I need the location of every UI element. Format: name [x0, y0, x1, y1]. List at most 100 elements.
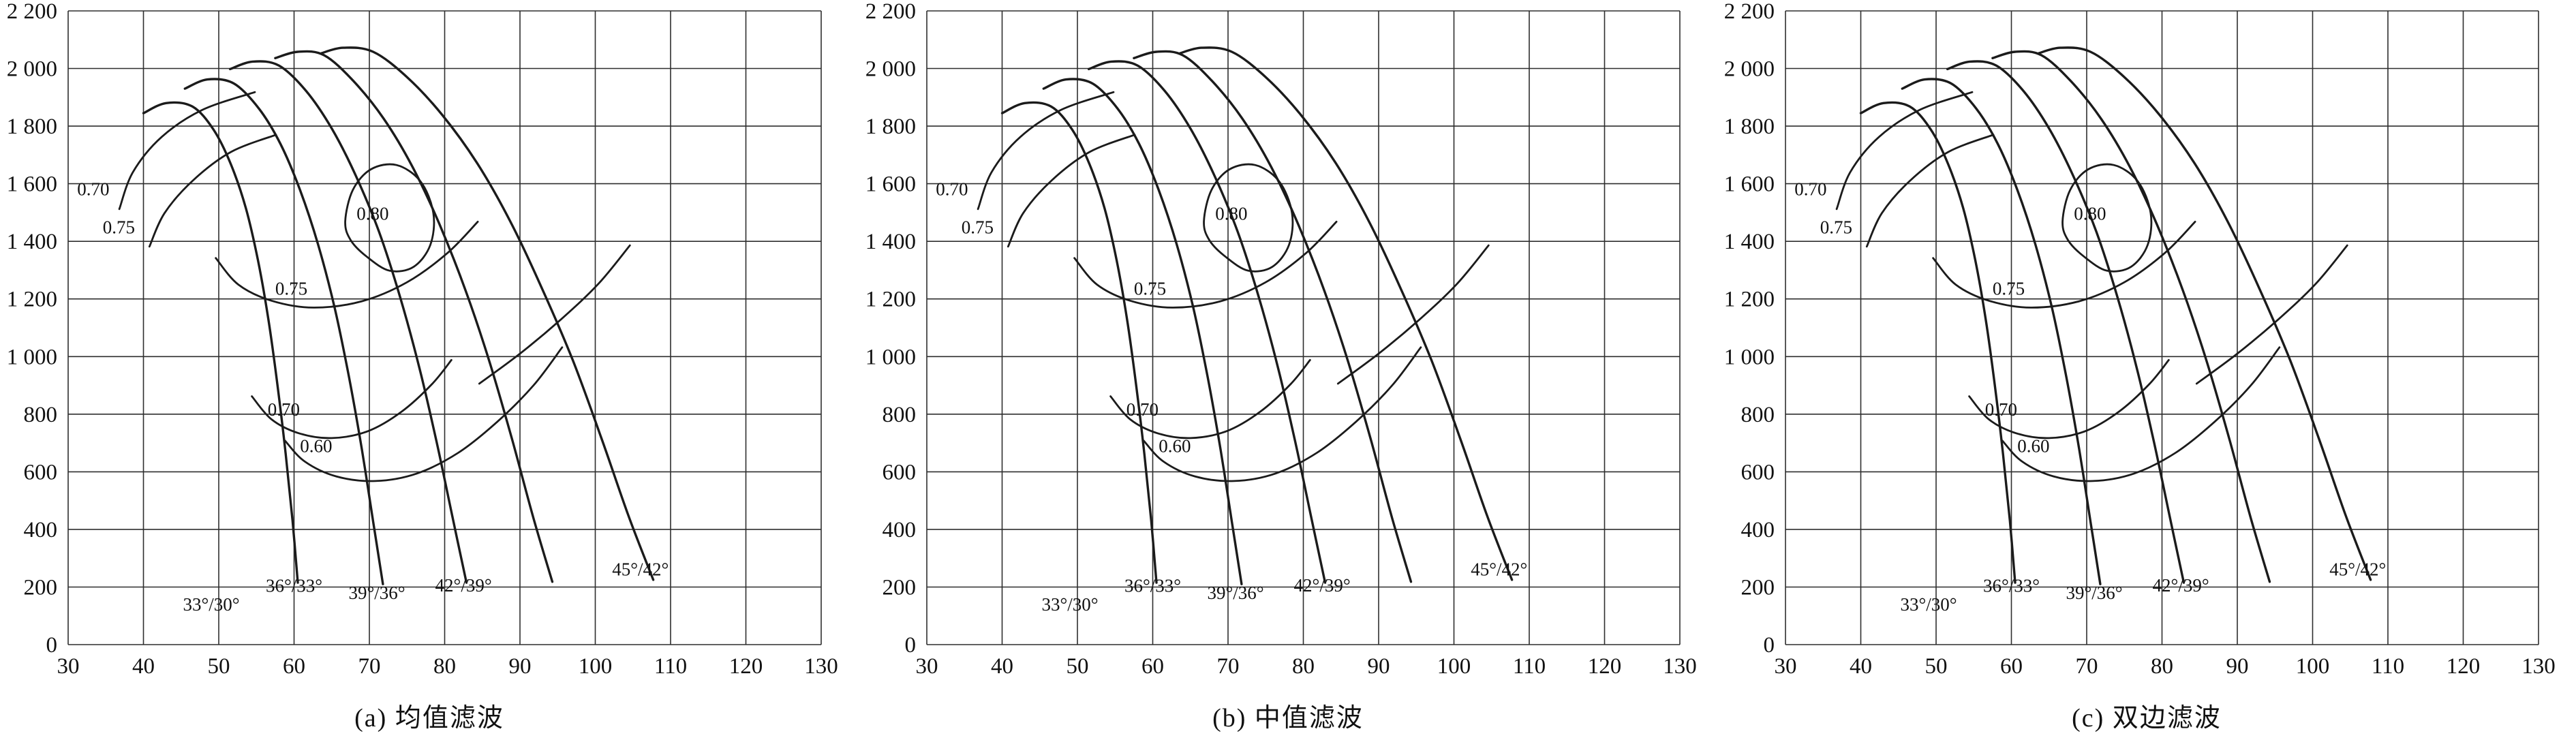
blade-angle-label: 36°/33°	[1983, 576, 2040, 596]
x-tick-label: 110	[1513, 654, 1546, 679]
blade-angle-label: 39°/36°	[2066, 583, 2122, 603]
x-tick-label: 130	[804, 654, 838, 679]
y-tick-label: 1 600	[7, 172, 57, 197]
blade-angle-label: 33°/30°	[183, 594, 239, 615]
blade-angle-curve-45-42	[319, 46, 655, 581]
blade-angle-label: 45°/42°	[1471, 559, 1527, 580]
efficiency-label: 0.75	[1134, 278, 1166, 298]
blade-angle-label: 36°/33°	[1124, 576, 1181, 596]
y-tick-label: 1 000	[865, 345, 916, 369]
chart-caption-b: (b) 中值滤波	[1212, 704, 1364, 733]
blade-angle-curve-33-30	[1859, 101, 2017, 584]
blade-angle-label: 39°/36°	[1207, 583, 1263, 603]
y-tick-label: 1 400	[7, 230, 57, 254]
efficiency-label: 0.60	[2017, 436, 2049, 457]
y-tick-label: 1 000	[1724, 345, 1775, 369]
x-tick-label: 30	[916, 654, 938, 679]
efficiency-contour-0-80	[344, 163, 435, 273]
y-tick-label: 400	[883, 518, 917, 542]
x-tick-label: 50	[208, 654, 230, 679]
efficiency-label: 0.70	[1126, 399, 1159, 420]
chart-panel-b: 30 40 50 60 70 80 90 100 110 120 130 0 200 400 600 800 1…	[859, 0, 1717, 755]
y-tick-label: 1 600	[865, 172, 916, 197]
efficiency-label: 0.70	[77, 179, 109, 200]
efficiency-label: 0.75	[275, 278, 307, 298]
efficiency-contour-arc	[1336, 244, 1490, 385]
efficiency-contour-0-70	[977, 91, 1115, 211]
efficiency-contour-0-70	[1835, 91, 1974, 211]
blade-angle-curve-33-30	[142, 101, 299, 584]
efficiency-contour-0-80	[2061, 163, 2153, 273]
efficiency-label: 0.75	[1993, 278, 2025, 298]
y-tick-label: 800	[24, 403, 58, 427]
x-tick-label: 40	[991, 654, 1013, 679]
grid-lines	[926, 10, 1681, 645]
x-tick-label: 110	[654, 654, 687, 679]
y-tick-label: 800	[1741, 403, 1775, 427]
y-tick-label: 0	[1764, 633, 1775, 658]
efficiency-contour-arc	[2195, 244, 2348, 385]
x-tick-label: 80	[2151, 654, 2173, 679]
efficiency-label: 0.70	[1794, 179, 1826, 200]
efficiency-contour-0-75	[1865, 134, 1995, 248]
performance-map-svg: 30 40 50 60 70 80 90 100 110 120 130 0 200 400 600 800 1…	[0, 0, 859, 687]
x-tick-label: 90	[1368, 654, 1390, 679]
y-tick-label: 1 000	[7, 345, 57, 369]
y-tick-label: 1 800	[865, 114, 916, 139]
efficiency-label: 0.80	[356, 204, 388, 224]
blade-angle-label: 33°/30°	[1900, 594, 1957, 615]
blade-angle-curve-42-39	[1991, 50, 2271, 583]
y-tick-label: 1 200	[7, 288, 57, 312]
chart-panel-c: 30 40 50 60 70 80 90 100 110 120 130 0 200 400 600 800 1…	[1717, 0, 2576, 755]
x-tick-label: 60	[283, 654, 305, 679]
x-tick-label: 60	[2000, 654, 2023, 679]
y-tick-label: 1 800	[1724, 114, 1775, 139]
efficiency-contour-0-75	[1073, 221, 1338, 309]
blade-angle-label: 42°/39°	[435, 575, 492, 596]
y-tick-label: 2 200	[7, 0, 57, 24]
y-tick-label: 800	[883, 403, 917, 427]
efficiency-contour-arc	[478, 244, 631, 385]
x-tick-label: 50	[1925, 654, 1948, 679]
x-tick-label: 70	[1217, 654, 1240, 679]
x-tick-label: 60	[1141, 654, 1164, 679]
chart-panel-a: 30 40 50 60 70 80 90 100 110 120 130 0 200 400 600 800 1…	[0, 0, 859, 755]
blade-angle-curve-36-33	[183, 78, 384, 585]
x-tick-label: 120	[1588, 654, 1622, 679]
x-tick-label: 80	[1292, 654, 1315, 679]
blade-angle-label: 36°/33°	[266, 576, 322, 596]
blade-angle-label: 39°/36°	[348, 583, 405, 603]
x-tick-label: 100	[2296, 654, 2330, 679]
y-tick-label: 1 200	[865, 288, 916, 312]
plot-background	[859, 0, 1717, 687]
x-tick-label: 130	[1663, 654, 1697, 679]
efficiency-label: 0.75	[962, 217, 994, 237]
performance-map-svg: 30 40 50 60 70 80 90 100 110 120 130 0 200 400 600 800 1…	[859, 0, 1717, 687]
efficiency-label: 0.70	[1985, 399, 2017, 420]
plot-background	[0, 0, 859, 687]
y-tick-label: 200	[1741, 576, 1775, 600]
x-tick-label: 40	[1850, 654, 1872, 679]
blade-angle-curve-36-33	[1901, 78, 2102, 585]
grid-lines	[67, 10, 822, 645]
blade-angle-label: 45°/42°	[612, 559, 669, 580]
efficiency-contour-0-70	[1109, 358, 1311, 440]
y-tick-label: 200	[24, 576, 58, 600]
efficiency-contour-0-70	[1968, 358, 2170, 440]
y-tick-label: 600	[1741, 460, 1775, 484]
efficiency-contour-0-75	[148, 134, 277, 248]
plot-background	[1717, 0, 2576, 687]
efficiency-contour-0-70	[118, 91, 256, 211]
efficiency-contour-0-60	[283, 346, 564, 482]
y-tick-label: 2 000	[865, 57, 916, 82]
efficiency-label: 0.60	[300, 436, 332, 457]
efficiency-contour-0-75	[1932, 221, 2196, 309]
blade-angle-curve-45-42	[2036, 46, 2372, 581]
efficiency-label: 0.75	[1820, 217, 1852, 237]
blade-angle-curve-36-33	[1042, 78, 1243, 585]
y-tick-label: 1 600	[1724, 172, 1775, 197]
y-tick-label: 1 400	[865, 230, 916, 254]
efficiency-contour-0-75	[1007, 134, 1136, 248]
x-tick-label: 90	[2226, 654, 2249, 679]
efficiency-label: 0.60	[1159, 436, 1191, 457]
